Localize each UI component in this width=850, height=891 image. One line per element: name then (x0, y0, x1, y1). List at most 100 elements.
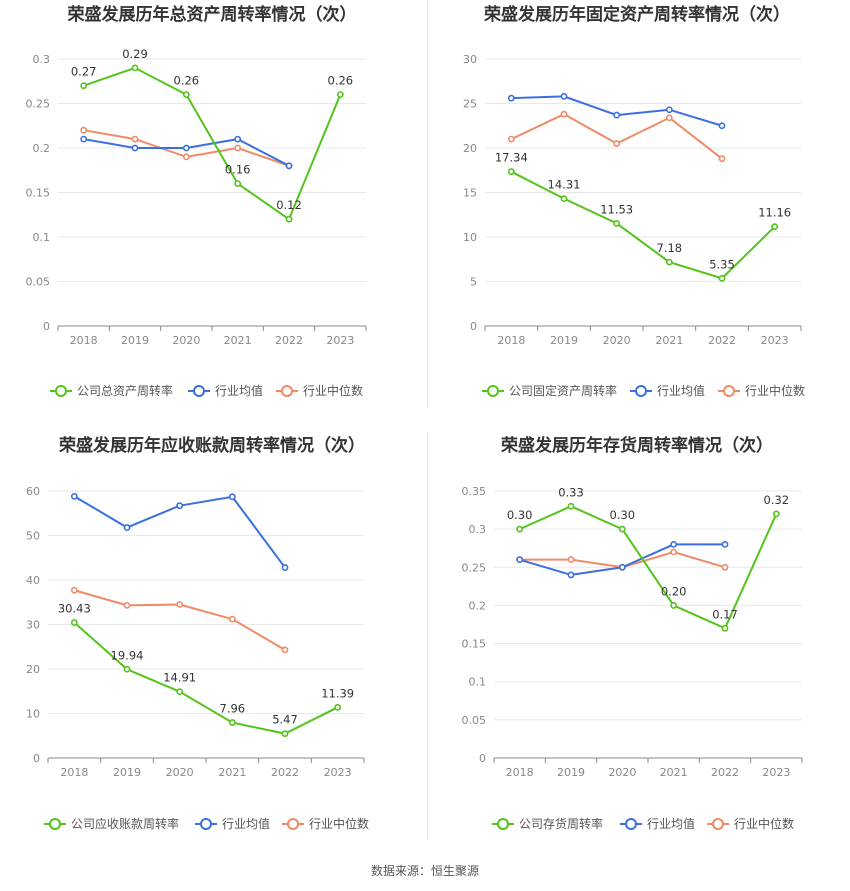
data-label: 0.30 (610, 508, 636, 522)
legend-marker-icon (712, 818, 724, 830)
data-point-avg (670, 541, 678, 548)
x-tick-label: 2018 (70, 334, 98, 347)
legend-label: 公司应收账款周转率 (71, 816, 179, 831)
data-point-median (281, 646, 289, 654)
x-tick-label: 2022 (275, 334, 303, 347)
data-label: 19.94 (111, 648, 144, 662)
legend-item-median[interactable]: 行业中位数 (707, 816, 794, 831)
legend-item-avg[interactable]: 行业均值 (630, 383, 705, 398)
data-point-median (176, 601, 184, 608)
legend-label: 行业中位数 (303, 383, 363, 398)
data-point-company (560, 195, 568, 203)
x-tick-label: 2022 (708, 334, 736, 347)
legend-label: 行业中位数 (734, 816, 794, 831)
x-tick-label: 2022 (271, 766, 299, 779)
legend-marker-icon (635, 385, 647, 397)
data-point-median (670, 548, 678, 556)
data-point-company (567, 502, 575, 510)
series-line-avg (83, 138, 290, 167)
series-line-median (74, 589, 286, 651)
legend-item-median[interactable]: 行业中位数 (718, 383, 805, 398)
data-label: 0.29 (122, 47, 148, 61)
legend-marker-icon (193, 385, 205, 397)
data-point-median (567, 556, 575, 564)
data-point-median (131, 135, 139, 143)
data-point-median (560, 110, 568, 118)
y-tick-label: 0 (479, 752, 486, 765)
data-label: 0.30 (507, 508, 533, 522)
legend-marker-icon (200, 818, 212, 830)
x-tick-label: 2018 (60, 766, 88, 779)
y-tick-label: 0.1 (33, 231, 51, 244)
y-tick-label: 0.05 (26, 276, 51, 289)
data-label: 5.47 (272, 713, 298, 727)
chart-receivables-turnover: 荣盛发展历年应收账款周转率情况（次） 0 10 20 30 40 50 60 2018 2019 2… (0, 430, 425, 850)
x-tick-label: 2019 (557, 766, 585, 779)
data-label: 11.53 (600, 202, 633, 216)
panel-divider-top (427, 0, 428, 408)
series-line-company (510, 170, 776, 280)
x-tick-label: 2023 (761, 334, 789, 347)
data-point-median (228, 615, 236, 623)
data-label: 7.96 (220, 702, 246, 716)
x-tick-label: 2023 (326, 334, 354, 347)
legend-label: 行业中位数 (745, 383, 805, 398)
legend-item-company[interactable]: 公司固定资产周转率 (482, 383, 617, 398)
data-point-median (70, 586, 78, 594)
legend-label: 公司固定资产周转率 (509, 383, 617, 398)
data-point-avg (718, 122, 726, 130)
data-point-median (123, 601, 131, 609)
legend-item-median[interactable]: 行业中位数 (276, 383, 363, 398)
legend-item-median[interactable]: 行业中位数 (282, 816, 369, 831)
data-point-avg (281, 564, 289, 571)
data-point-avg (228, 493, 236, 501)
legend-item-avg[interactable]: 行业均值 (195, 816, 270, 831)
x-tick-label: 2019 (550, 334, 578, 347)
legend-marker-icon (625, 818, 637, 830)
legend-item-company[interactable]: 公司总资产周转率 (50, 383, 173, 398)
legend-item-avg[interactable]: 行业均值 (620, 816, 695, 831)
data-point-avg (665, 106, 673, 114)
y-tick-label: 25 (463, 98, 477, 111)
y-tick-label: 60 (26, 485, 40, 498)
data-point-avg (70, 492, 78, 500)
x-tick-label: 2018 (506, 766, 534, 779)
data-point-company (234, 180, 242, 187)
y-tick-label: 30 (26, 619, 40, 632)
data-label: 0.17 (712, 607, 738, 621)
data-label: 5.35 (709, 257, 735, 271)
series-line-company (519, 505, 778, 630)
legend-item-avg[interactable]: 行业均值 (188, 383, 263, 398)
data-point-avg (721, 541, 729, 548)
data-source-note: 数据来源：恒生聚源 (370, 864, 479, 878)
data-point-avg (516, 556, 524, 564)
chart-title: 荣盛发展历年应收账款周转率情况（次） (58, 435, 365, 456)
legend-label: 行业均值 (215, 383, 263, 398)
y-tick-label: 0.05 (462, 714, 487, 727)
x-tick-label: 2019 (121, 334, 149, 347)
data-point-company (516, 525, 524, 533)
y-tick-label: 0.1 (469, 676, 487, 689)
data-point-company (285, 215, 293, 223)
data-point-company (721, 624, 729, 632)
legend-item-company[interactable]: 公司应收账款周转率 (44, 816, 179, 831)
data-label: 0.12 (276, 198, 302, 212)
legend-item-company[interactable]: 公司存货周转率 (492, 816, 603, 831)
data-point-company (281, 730, 289, 738)
chart-total-asset-turnover: 荣盛发展历年总资产周转率情况（次） 0 0.05 0.1 0.15 0.2 0.25 0.3 2… (0, 0, 425, 420)
x-tick-label: 2020 (172, 334, 200, 347)
data-point-avg (613, 111, 621, 119)
chart-title: 荣盛发展历年存货周转率情况（次） (500, 435, 773, 456)
x-tick-label: 2020 (608, 766, 636, 779)
chart-inventory-turnover: 荣盛发展历年存货周转率情况（次） 0 0.05 0.1 0.15 0.2 0.25 0.3 0.… (425, 430, 850, 850)
data-point-avg (80, 135, 88, 143)
x-tick-label: 2020 (166, 766, 194, 779)
chart-title: 荣盛发展历年固定资产周转率情况（次） (483, 4, 790, 25)
data-point-median (665, 114, 673, 122)
data-point-avg (507, 94, 515, 102)
data-point-median (234, 144, 242, 152)
data-point-avg (176, 502, 184, 510)
y-tick-label: 30 (463, 53, 477, 66)
data-point-company (336, 91, 344, 98)
y-tick-label: 20 (26, 663, 40, 676)
